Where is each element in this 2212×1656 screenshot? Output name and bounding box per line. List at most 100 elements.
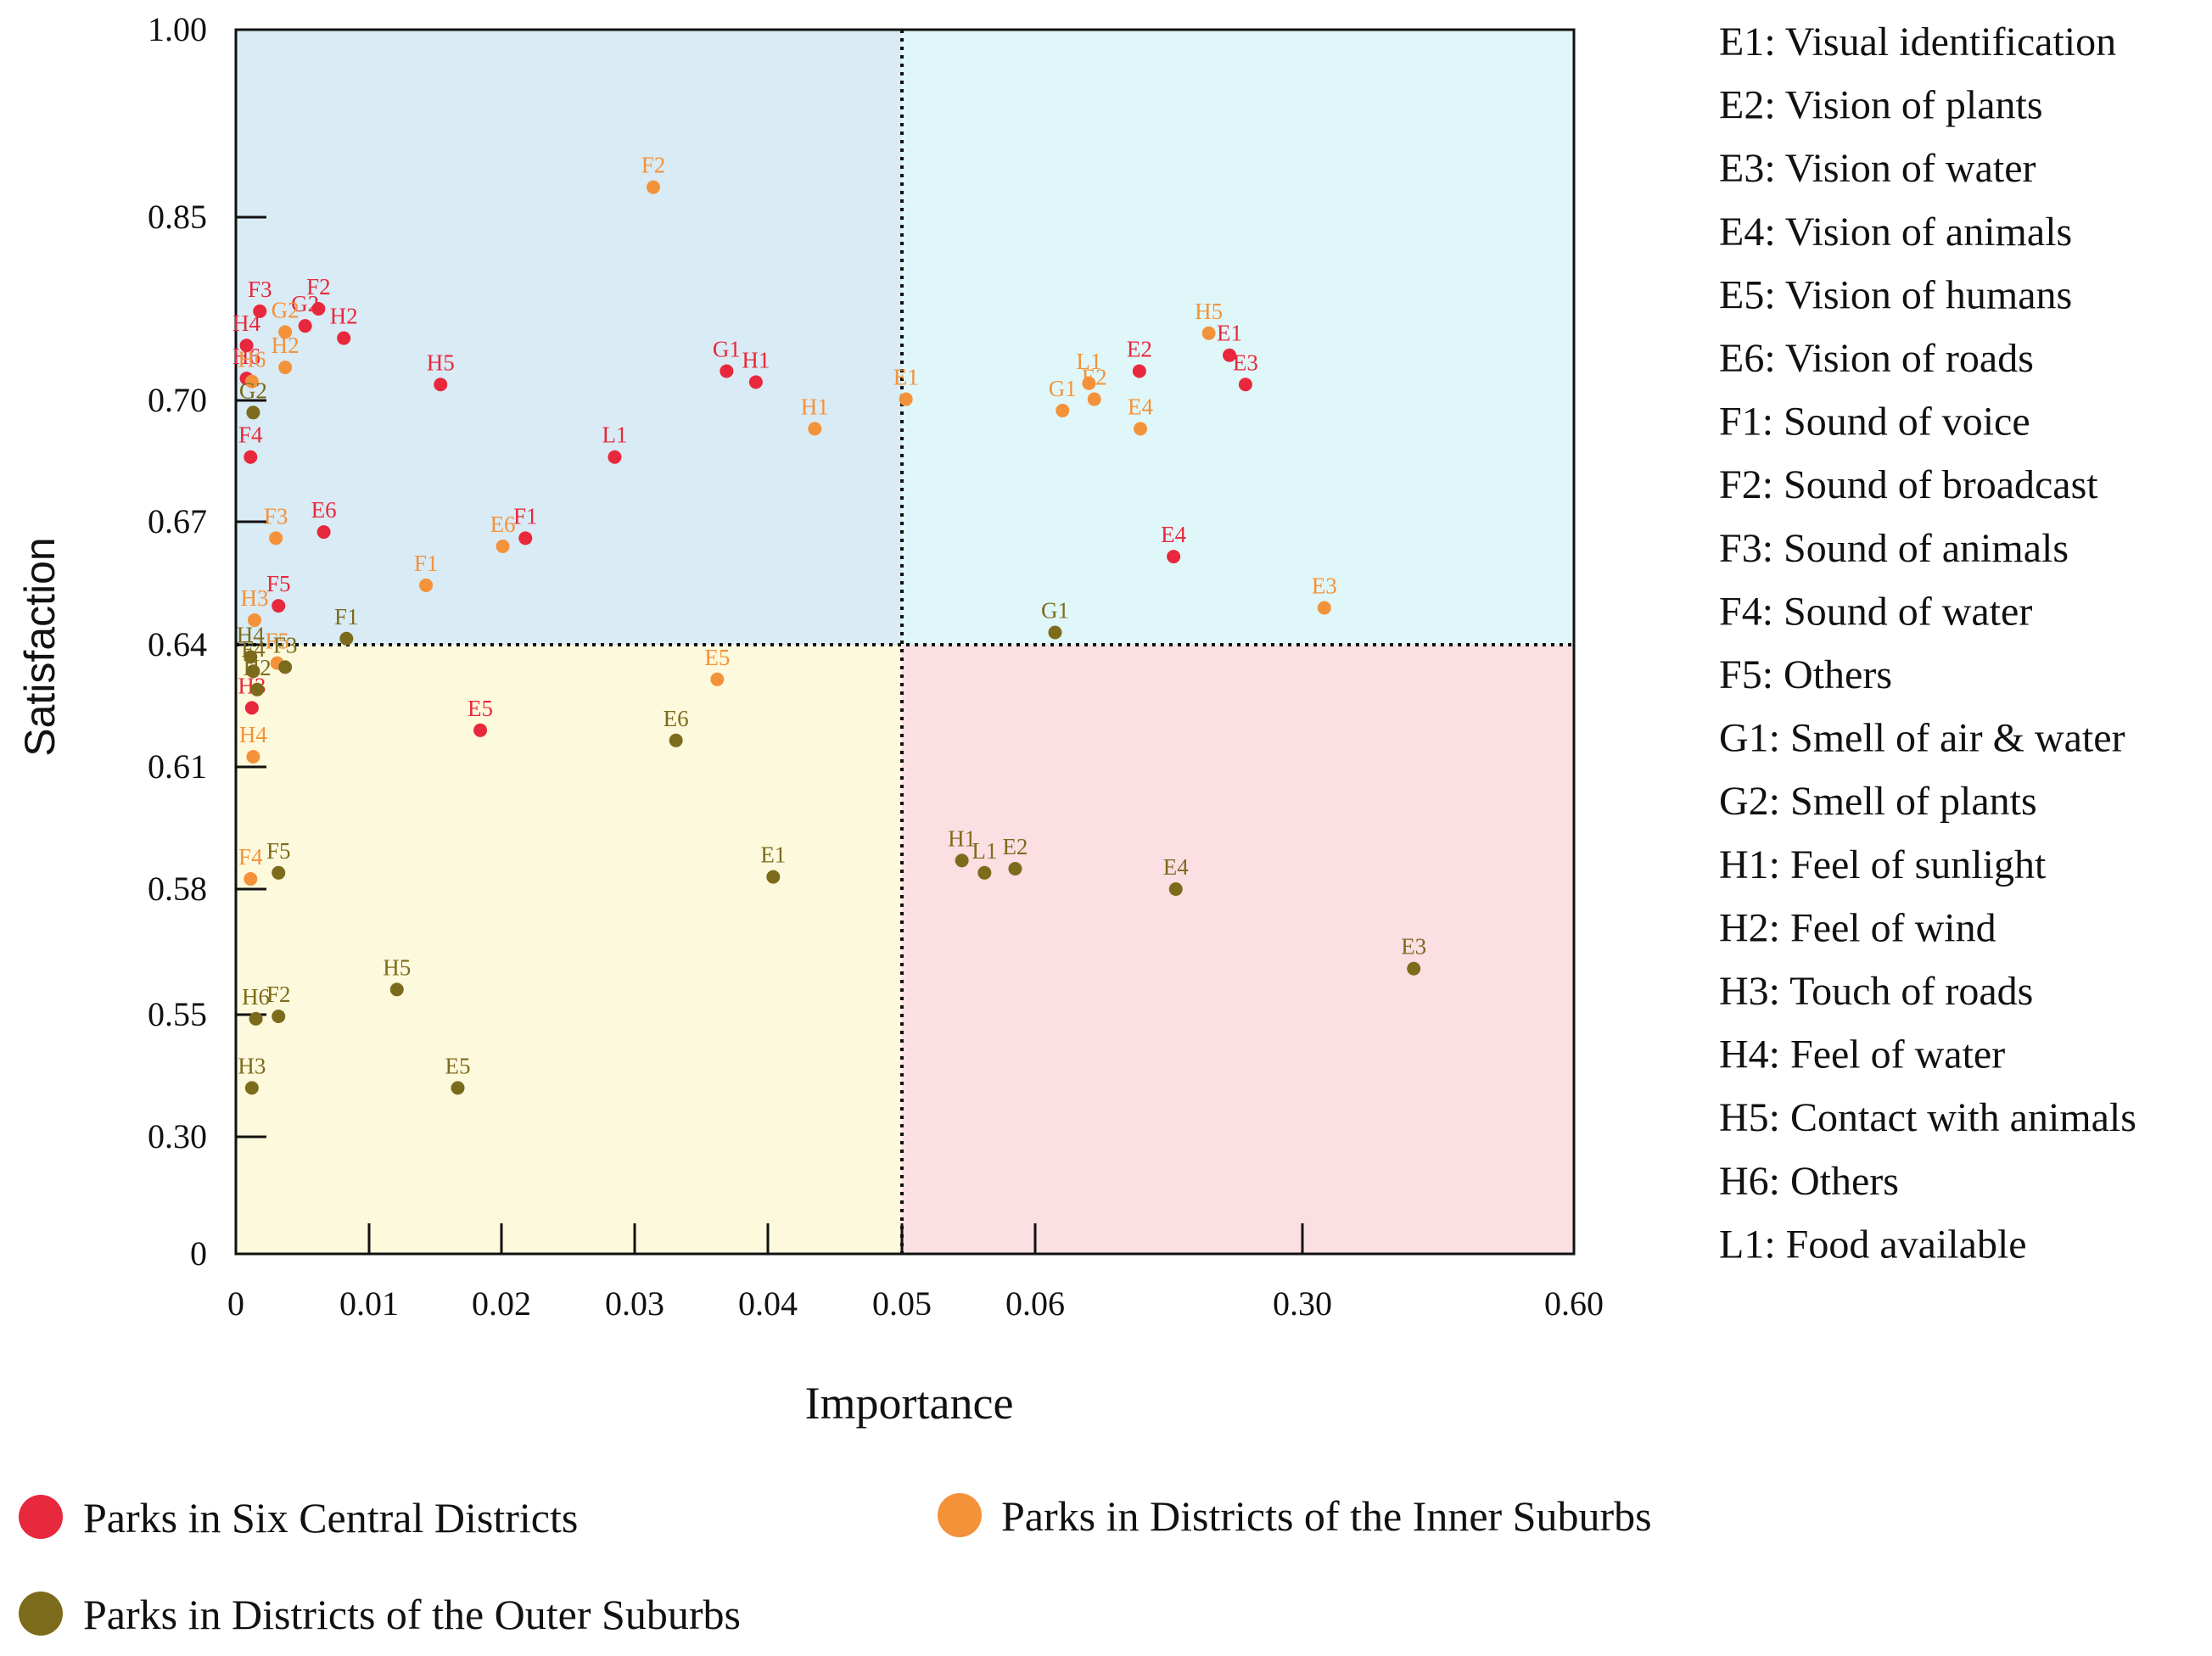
data-point-label: G1 xyxy=(713,336,741,361)
y-tick-label: 0.85 xyxy=(148,198,207,236)
data-point-label: E3 xyxy=(1233,350,1258,375)
data-point-label: H1 xyxy=(742,347,770,372)
data-point xyxy=(1407,961,1421,976)
data-point-label: H6 xyxy=(232,344,260,369)
data-point-label: F2 xyxy=(306,274,331,299)
data-point xyxy=(278,660,293,674)
data-point xyxy=(278,325,293,339)
data-point-label: H3 xyxy=(240,585,268,611)
code-legend-item: E2: Vision of plants xyxy=(1719,83,2043,128)
data-point xyxy=(1168,882,1183,896)
data-point xyxy=(669,733,683,747)
code-legend-item: F5: Others xyxy=(1719,652,1892,697)
code-legend-item: H6: Others xyxy=(1719,1159,1899,1204)
data-point-label: E2 xyxy=(1127,336,1152,361)
data-point xyxy=(1082,376,1096,390)
data-point xyxy=(766,870,781,884)
quadrant-bottom-right xyxy=(902,645,1574,1254)
data-point xyxy=(1134,422,1148,436)
code-legend-item: L1: Food available xyxy=(1719,1222,2027,1267)
data-point xyxy=(434,378,448,392)
legend-marker xyxy=(19,1495,63,1539)
code-legend-item: F1: Sound of voice xyxy=(1719,400,2030,445)
y-tick-label: 0.64 xyxy=(148,625,207,663)
y-tick-label: 1.00 xyxy=(148,10,207,48)
data-point-label: L1 xyxy=(1076,349,1101,374)
y-axis-title: Satisfaction xyxy=(16,537,64,756)
data-point-label: F4 xyxy=(241,636,266,662)
code-legend-item: E3: Vision of water xyxy=(1719,146,2036,191)
y-tick-label: 0.55 xyxy=(148,995,207,1033)
data-point xyxy=(316,525,331,540)
x-tick-label: 0.01 xyxy=(339,1284,399,1323)
legend-label: Parks in Districts of the Inner Suburbs xyxy=(1001,1492,1652,1540)
data-point xyxy=(720,364,734,378)
data-point-label: F3 xyxy=(264,503,288,529)
data-point xyxy=(1056,403,1070,417)
data-point xyxy=(337,331,351,345)
quadrant-top-left xyxy=(236,30,902,645)
data-point-label: H1 xyxy=(948,825,976,851)
y-tick-label: 0.67 xyxy=(148,502,207,540)
data-point-label: E3 xyxy=(1312,573,1337,599)
code-legend-item: H1: Feel of sunlight xyxy=(1719,842,2047,887)
data-point xyxy=(1132,364,1146,378)
data-point-label: F2 xyxy=(266,982,291,1007)
legend-label: Parks in Districts of the Outer Suburbs xyxy=(83,1591,741,1638)
data-point-label: G1 xyxy=(1041,598,1069,624)
data-point xyxy=(955,853,969,868)
data-point-label: F1 xyxy=(513,503,538,529)
data-point xyxy=(1048,625,1062,640)
data-point-label: H5 xyxy=(1195,299,1223,324)
data-point-label: F4 xyxy=(238,844,263,870)
y-tick-label: 0.61 xyxy=(148,747,207,786)
code-legend-item: H5: Contact with animals xyxy=(1719,1095,2136,1140)
data-point-label: F5 xyxy=(266,838,291,864)
data-point-label: F3 xyxy=(273,632,298,657)
code-legend-item: E4: Vision of animals xyxy=(1719,210,2072,255)
legend-marker xyxy=(19,1592,63,1636)
legend-label: Parks in Six Central Districts xyxy=(83,1494,578,1541)
data-point xyxy=(1238,378,1252,392)
legend-marker xyxy=(938,1493,982,1537)
code-legend-item: E1: Visual identification xyxy=(1719,20,2116,64)
data-point xyxy=(244,374,259,389)
data-point xyxy=(244,1081,259,1095)
data-point-label: G2 xyxy=(272,297,300,322)
data-point-label: E4 xyxy=(1163,854,1189,880)
data-point xyxy=(1223,348,1237,362)
data-point-label: E6 xyxy=(311,497,337,523)
data-point xyxy=(518,531,533,545)
data-point-label: E2 xyxy=(1082,365,1107,390)
data-point xyxy=(272,865,286,880)
data-point xyxy=(244,450,258,464)
data-point xyxy=(1317,601,1331,615)
y-tick-label: 0 xyxy=(190,1234,207,1273)
data-point xyxy=(710,672,725,686)
code-legend-item: G1: Smell of air & water xyxy=(1719,716,2125,761)
data-point-label: E6 xyxy=(664,706,689,731)
data-point-label: L1 xyxy=(972,838,997,864)
data-point xyxy=(244,872,258,886)
data-point xyxy=(250,682,265,697)
data-point xyxy=(1087,392,1101,406)
x-tick-label: 0.05 xyxy=(872,1284,932,1323)
code-legend-item: F3: Sound of animals xyxy=(1719,526,2069,571)
data-point xyxy=(1201,326,1216,340)
x-tick-label: 0.02 xyxy=(472,1284,531,1323)
data-point-label: E2 xyxy=(1002,834,1028,859)
data-point-label: H4 xyxy=(237,622,265,647)
data-point xyxy=(249,1011,263,1026)
data-point-label: H4 xyxy=(239,722,267,747)
data-point-label: F2 xyxy=(641,153,666,178)
data-point xyxy=(311,302,326,316)
code-legend-item: G2: Smell of plants xyxy=(1719,779,2037,824)
x-tick-label: 0.04 xyxy=(738,1284,798,1323)
data-point-label: E6 xyxy=(490,512,516,537)
quadrant-top-right xyxy=(902,30,1574,645)
data-point-label: H3 xyxy=(238,1053,266,1078)
x-tick-label: 0.30 xyxy=(1273,1284,1332,1323)
code-legend-item: F4: Sound of water xyxy=(1719,589,2032,634)
data-point-label: G2 xyxy=(291,291,319,316)
